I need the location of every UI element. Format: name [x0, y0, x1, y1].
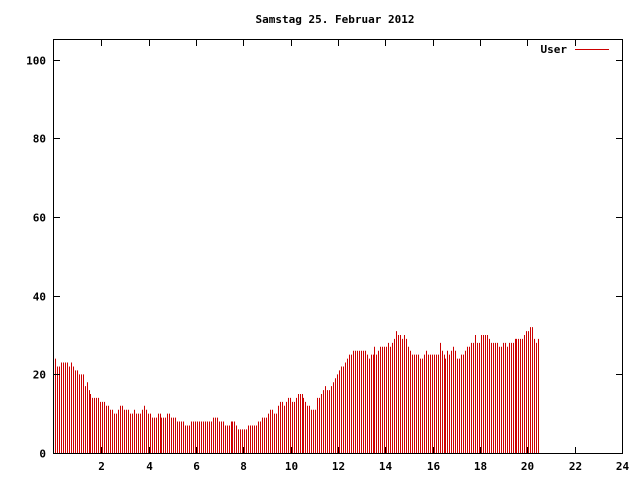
- x-tick-label: 14: [379, 460, 393, 473]
- x-tick-label: 2: [98, 460, 105, 473]
- y-tick-label: 20: [33, 369, 46, 382]
- x-tick-label: 10: [285, 460, 298, 473]
- y-tick-label: 60: [33, 212, 46, 225]
- x-tick-label: 6: [193, 460, 200, 473]
- x-tick-label: 16: [427, 460, 441, 473]
- x-tick-label: 18: [474, 460, 487, 473]
- x-tick-label: 8: [240, 460, 247, 473]
- y-tick-label: 40: [33, 291, 46, 304]
- x-tick-label: 4: [146, 460, 153, 473]
- plot-frame: [53, 39, 623, 454]
- y-tick-label: 0: [39, 448, 46, 461]
- x-axis: 2 4 6 8 10 12 14 16 18 20 22 24: [98, 40, 629, 473]
- x-tick-label: 24: [616, 460, 630, 473]
- chart-title: Samstag 25. Februar 2012: [256, 13, 415, 26]
- x-tick-label: 12: [332, 460, 345, 473]
- y-tick-label: 80: [33, 133, 46, 146]
- legend-label-user: User: [541, 43, 568, 56]
- legend: User: [541, 43, 609, 56]
- x-tick-label: 20: [521, 460, 534, 473]
- bar-series-user: [55, 327, 539, 453]
- y-tick-label: 100: [26, 55, 46, 68]
- x-tick-label: 22: [569, 460, 582, 473]
